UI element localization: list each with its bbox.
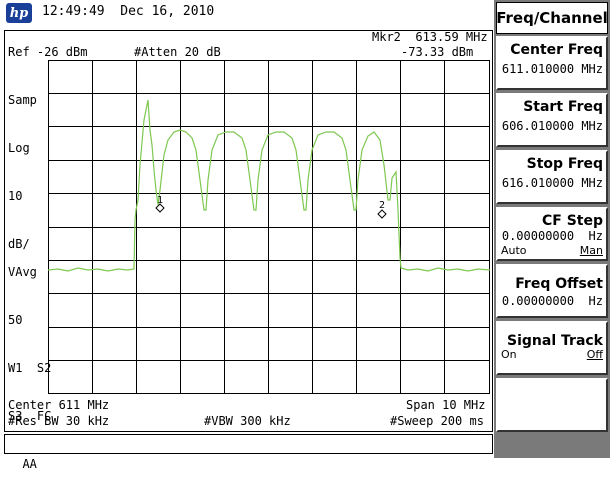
marker-amplitude: -73.33 dBm [401, 45, 474, 59]
cf-step-value: 0.00000000 Hz [501, 229, 603, 243]
softkey-menu: Freq/Channel Center Freq 611.010000 MHz … [494, 0, 610, 458]
grid-lines [48, 60, 490, 394]
trace-s3fc: S3 FC [8, 409, 52, 423]
detector-label: Samp [8, 93, 37, 107]
trace-aa: AA [8, 457, 37, 471]
ref-level: Ref -26 dBm [8, 45, 88, 59]
sweep-time: #Sweep 200 ms [390, 414, 484, 428]
cf-step-key[interactable]: CF Step 0.00000000 Hz Auto Man [496, 207, 608, 261]
center-freq-label: Center Freq [510, 42, 603, 58]
status-bar [4, 434, 493, 454]
stop-freq-label: Stop Freq [526, 156, 603, 172]
attenuation: #Atten 20 dB [134, 45, 221, 59]
hp-logo: hp [6, 3, 32, 23]
center-frequency: Center 611 MHz [8, 398, 110, 412]
blank-key[interactable] [496, 378, 608, 432]
avg-label: VAvg [8, 265, 37, 279]
avg-count: 50 [8, 313, 23, 327]
start-freq-label: Start Freq [523, 99, 603, 115]
cf-step-man: Man [579, 244, 603, 257]
cf-step-auto: Auto [501, 244, 527, 257]
span: Span 10 MHz [406, 398, 486, 412]
average-params: VAvg 50 W1 S2 S3 FC AA [8, 232, 51, 488]
scale-value: 10 [8, 189, 23, 203]
signal-track-on: On [501, 348, 517, 361]
resolution-bandwidth: #Res BW 30 kHz [8, 414, 110, 428]
signal-track-label: Signal Track [507, 333, 603, 349]
spectrum-graticule [48, 60, 490, 394]
stop-freq-key[interactable]: Stop Freq 616.010000 MHz [496, 150, 608, 204]
center-freq-key[interactable]: Center Freq 611.010000 MHz [496, 36, 608, 90]
marker-readout: Mkr2 613.59 MHz [372, 30, 488, 44]
scale-type-label: Log [8, 141, 30, 155]
scale-unit: dB/ [8, 237, 30, 251]
freq-offset-key[interactable]: Freq Offset 0.00000000 Hz [496, 264, 608, 318]
timestamp: 12:49:49 Dec 16, 2010 [42, 4, 215, 19]
freq-offset-label: Freq Offset [515, 276, 603, 292]
spectrum-display [4, 30, 493, 432]
trace-w1s2: W1 S2 [8, 361, 52, 375]
scale-params: Samp Log 10 dB/ [8, 60, 37, 268]
video-bandwidth: #VBW 300 kHz [204, 414, 291, 428]
start-freq-value: 606.010000 MHz [501, 119, 603, 133]
signal-track-off: Off [586, 348, 603, 361]
center-freq-value: 611.010000 MHz [501, 62, 603, 76]
signal-track-key[interactable]: Signal Track On Off [496, 321, 608, 375]
start-freq-key[interactable]: Start Freq 606.010000 MHz [496, 93, 608, 147]
marker-2-number: 2 [379, 200, 386, 211]
marker-1 [155, 203, 165, 213]
stop-freq-value: 616.010000 MHz [501, 176, 603, 190]
marker-2 [377, 209, 387, 219]
marker-1-number: 1 [157, 195, 164, 206]
freq-offset-value: 0.00000000 Hz [501, 294, 603, 308]
spectrum-trace [48, 99, 490, 272]
cf-step-label: CF Step [541, 213, 603, 229]
menu-title: Freq/Channel [496, 2, 608, 34]
